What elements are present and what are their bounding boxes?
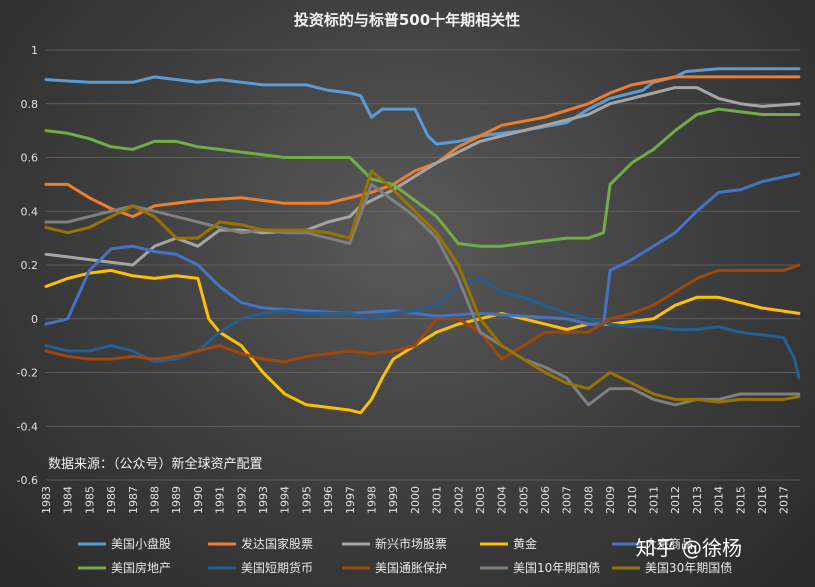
x-tick-label: 1993 <box>257 486 270 514</box>
legend-label: 美国30年期国债 <box>645 561 732 575</box>
x-tick-label: 1989 <box>170 486 183 514</box>
chart-title: 投资标的与标普500十年期相关性 <box>294 11 520 29</box>
x-tick-label: 2007 <box>561 486 574 514</box>
y-axis: 1 0.8 0.6 0.4 0.2 0 -0.2 -0.4 -0.6 <box>17 44 38 487</box>
x-tick-label: 2010 <box>626 486 639 514</box>
series-line-7 <box>44 263 801 364</box>
x-tick-label: 1999 <box>387 486 400 514</box>
legend-item: 大宗商品 <box>612 536 693 551</box>
x-tick-label: 2014 <box>713 486 726 514</box>
x-tick-label: 2012 <box>669 486 682 514</box>
series-line-0 <box>44 67 801 146</box>
y-tick-label: -0.4 <box>17 420 38 433</box>
x-tick-label: 2016 <box>756 486 769 514</box>
y-tick-label: 0.8 <box>21 98 39 111</box>
y-tick-label: 0.6 <box>21 152 39 165</box>
x-tick-label: 2005 <box>517 486 530 514</box>
legend-item: 美国10年期国债 <box>480 561 600 575</box>
x-axis: 1983 1984 1985 1986 1987 1988 1989 1990 1991 1992… <box>40 486 791 514</box>
x-tick-label: 1996 <box>322 486 335 514</box>
series-line-2 <box>44 86 801 267</box>
legend-item: 美国短期货币 <box>208 560 313 575</box>
legend-item: 美国30年期国债 <box>612 561 732 575</box>
series-line-9 <box>44 169 801 404</box>
x-tick-label: 2011 <box>648 486 661 514</box>
series-line-8 <box>44 182 801 407</box>
x-tick-label: 2009 <box>604 486 617 514</box>
grid-lines <box>46 49 800 481</box>
x-tick-label: 1998 <box>365 486 378 514</box>
y-tick-label: 1 <box>31 44 38 57</box>
legend-label: 美国小盘股 <box>111 536 171 551</box>
x-tick-label: 2008 <box>582 486 595 514</box>
x-tick-label: 1983 <box>40 486 53 514</box>
x-tick-label: 2001 <box>431 486 444 514</box>
legend-label: 新兴市场股票 <box>375 536 447 551</box>
source-note: 数据来源：（公众号）新全球资产配置 <box>48 456 263 472</box>
x-tick-label: 2004 <box>496 486 509 514</box>
watermark: 知乎 @徐杨 <box>636 536 742 560</box>
x-tick-label: 1985 <box>83 486 96 514</box>
y-tick-label: -0.6 <box>17 474 38 487</box>
legend-item: 发达国家股票 <box>208 536 313 551</box>
x-tick-label: 2003 <box>474 486 487 514</box>
x-tick-label: 2000 <box>409 486 422 514</box>
legend-label: 美国房地产 <box>111 560 171 575</box>
legend-item: 新兴市场股票 <box>342 536 447 551</box>
x-tick-label: 1991 <box>214 486 227 514</box>
legend-item: 美国通胀保护 <box>342 561 447 575</box>
y-tick-label: 0.4 <box>21 205 39 218</box>
x-tick-label: 1984 <box>62 486 75 514</box>
x-tick-label: 1987 <box>127 486 140 514</box>
series-lines <box>44 67 801 415</box>
y-tick-label: -0.2 <box>17 367 38 380</box>
x-tick-label: 1988 <box>148 486 161 514</box>
y-tick-label: 0 <box>31 313 38 326</box>
legend-item: 黄金 <box>480 536 537 551</box>
x-tick-label: 1986 <box>105 486 118 514</box>
series-line-3 <box>44 268 801 415</box>
y-tick-label: 0.2 <box>21 259 39 272</box>
legend-label: 发达国家股票 <box>241 536 313 551</box>
x-tick-label: 1994 <box>279 486 292 514</box>
series-line-1 <box>44 75 801 219</box>
x-tick-label: 1990 <box>192 486 205 514</box>
series-line-4 <box>44 172 801 326</box>
x-tick-label: 1997 <box>344 486 357 514</box>
legend-label: 美国短期货币 <box>241 560 313 575</box>
x-tick-label: 2006 <box>539 486 552 514</box>
x-tick-label: 2013 <box>691 486 704 514</box>
series-line-6 <box>44 276 801 380</box>
legend-label: 美国10年期国债 <box>513 561 600 575</box>
x-tick-label: 2015 <box>734 486 747 514</box>
x-tick-label: 2002 <box>452 486 465 514</box>
legend-label: 大宗商品 <box>645 536 693 551</box>
legend-item: 美国房地产 <box>78 560 171 575</box>
legend-label: 黄金 <box>513 536 537 551</box>
x-tick-label: 2017 <box>778 486 791 514</box>
x-tick-label: 1992 <box>235 486 248 514</box>
legend-label: 美国通胀保护 <box>375 561 447 575</box>
legend-item: 美国小盘股 <box>78 536 171 551</box>
series-line-5 <box>44 107 801 248</box>
x-tick-label: 1995 <box>300 486 313 514</box>
